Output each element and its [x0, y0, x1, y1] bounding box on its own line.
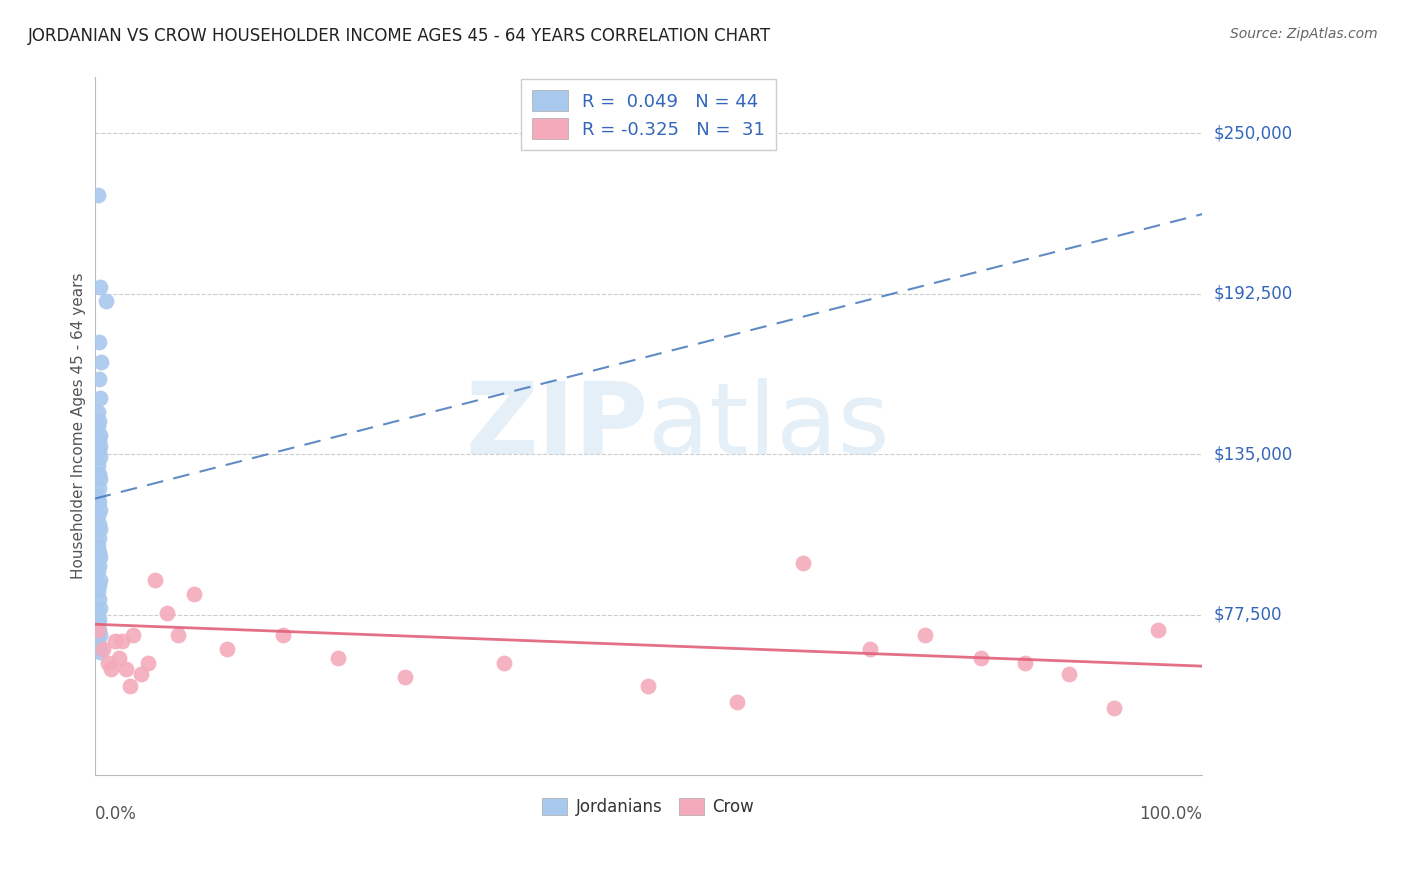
Point — [89, 523, 111, 537]
Point — [87, 481, 110, 495]
Text: JORDANIAN VS CROW HOUSEHOLDER INCOME AGES 45 - 64 YEARS CORRELATION CHART: JORDANIAN VS CROW HOUSEHOLDER INCOME AGE… — [28, 27, 772, 45]
Point — [87, 458, 110, 473]
Text: 100.0%: 100.0% — [1139, 805, 1202, 823]
Point — [494, 657, 516, 671]
Point — [87, 623, 110, 637]
Point — [1059, 667, 1081, 681]
Point — [1147, 623, 1170, 637]
Point — [155, 606, 177, 620]
Text: 0.0%: 0.0% — [94, 805, 136, 823]
Point — [914, 628, 936, 642]
Point — [87, 545, 110, 559]
Point — [394, 670, 416, 684]
Point — [87, 634, 110, 648]
Point — [87, 405, 110, 419]
Point — [87, 583, 110, 598]
Point — [103, 634, 125, 648]
Point — [87, 612, 110, 626]
Point — [89, 279, 111, 293]
Point — [183, 586, 205, 600]
Point — [145, 573, 167, 587]
Point — [87, 419, 110, 434]
Point — [970, 650, 993, 665]
Point — [166, 628, 188, 642]
Point — [859, 642, 882, 657]
Point — [87, 335, 110, 350]
Text: ZIP: ZIP — [465, 377, 648, 475]
Point — [89, 450, 111, 464]
Point — [94, 293, 117, 308]
Legend: Jordanians, Crow: Jordanians, Crow — [536, 791, 761, 822]
Point — [90, 355, 112, 369]
Point — [122, 628, 145, 642]
Point — [87, 494, 110, 508]
Point — [87, 467, 110, 481]
Point — [108, 650, 131, 665]
Point — [271, 628, 294, 642]
Point — [87, 592, 110, 607]
Y-axis label: Householder Income Ages 45 - 64 years: Householder Income Ages 45 - 64 years — [72, 273, 86, 580]
Point — [1102, 701, 1125, 715]
Point — [89, 503, 111, 517]
Point — [87, 539, 110, 553]
Point — [217, 642, 239, 657]
Point — [87, 444, 110, 458]
Text: atlas: atlas — [648, 377, 890, 475]
Point — [87, 414, 110, 428]
Text: $77,500: $77,500 — [1213, 606, 1282, 624]
Point — [87, 489, 110, 503]
Point — [87, 640, 110, 654]
Point — [89, 427, 111, 442]
Point — [89, 628, 111, 642]
Point — [87, 606, 110, 620]
Point — [87, 578, 110, 592]
Text: $250,000: $250,000 — [1213, 124, 1292, 142]
Point — [136, 657, 159, 671]
Text: $192,500: $192,500 — [1213, 285, 1292, 302]
Point — [87, 433, 110, 447]
Point — [87, 508, 110, 523]
Point — [100, 662, 122, 676]
Point — [87, 564, 110, 578]
Text: Source: ZipAtlas.com: Source: ZipAtlas.com — [1230, 27, 1378, 41]
Point — [118, 679, 141, 693]
Point — [87, 531, 110, 545]
Point — [1014, 657, 1036, 671]
Point — [93, 642, 115, 657]
Point — [89, 439, 111, 453]
Point — [89, 645, 111, 659]
Point — [87, 623, 110, 637]
Point — [87, 372, 110, 386]
Point — [637, 679, 659, 693]
Point — [725, 695, 748, 709]
Point — [97, 657, 120, 671]
Point — [87, 617, 110, 632]
Point — [87, 558, 110, 573]
Point — [114, 662, 136, 676]
Point — [89, 550, 111, 565]
Point — [89, 573, 111, 587]
Point — [129, 667, 152, 681]
Point — [89, 472, 111, 486]
Point — [87, 516, 110, 531]
Point — [328, 650, 350, 665]
Point — [792, 556, 814, 570]
Point — [89, 392, 111, 406]
Text: $135,000: $135,000 — [1213, 445, 1292, 463]
Point — [89, 600, 111, 615]
Point — [111, 634, 134, 648]
Point — [87, 187, 110, 202]
